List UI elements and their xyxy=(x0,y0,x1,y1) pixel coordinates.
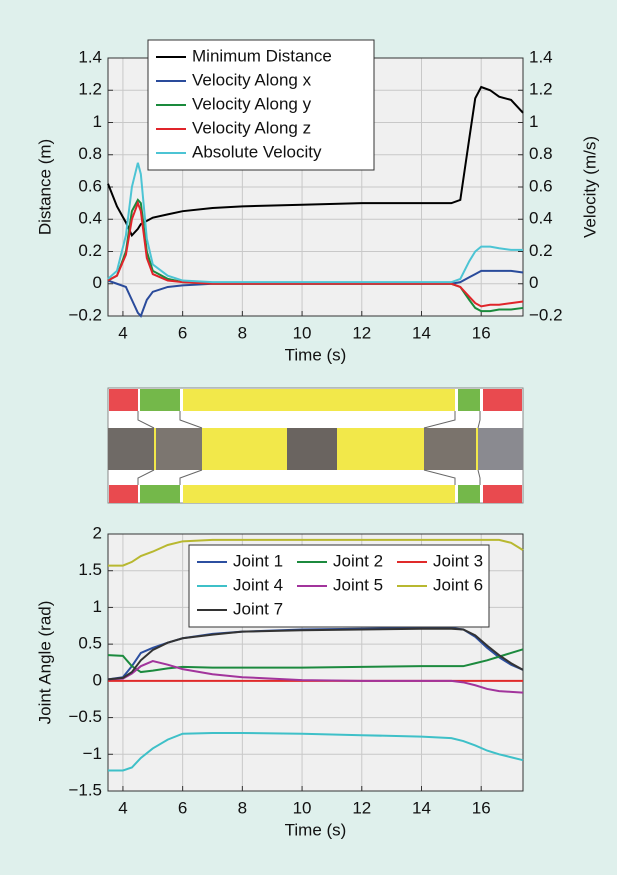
y2-tick-label: 1.2 xyxy=(529,80,553,99)
x-tick-label: 4 xyxy=(118,323,127,342)
x-tick-label: 12 xyxy=(352,798,371,817)
y2-tick-label: 0.2 xyxy=(529,241,553,260)
y-tick-label: −0.2 xyxy=(68,305,102,324)
y-tick-label: 0.5 xyxy=(78,634,102,653)
legend-label: Joint 1 xyxy=(233,551,283,570)
legend-label: Joint 7 xyxy=(233,599,283,618)
x-axis-label: Time (s) xyxy=(285,820,347,839)
y-tick-label: 0 xyxy=(93,273,102,292)
x-tick-label: 14 xyxy=(412,798,431,817)
y-tick-label: 1.5 xyxy=(78,560,102,579)
phase-block xyxy=(109,389,138,411)
video-frame xyxy=(424,428,476,470)
legend-label: Absolute Velocity xyxy=(192,142,322,161)
y-tick-label: 0 xyxy=(93,670,102,689)
legend-label: Velocity Along y xyxy=(192,94,312,113)
y-tick-label: 0.4 xyxy=(78,209,102,228)
video-frame xyxy=(478,428,523,470)
y-tick-label: 1 xyxy=(93,597,102,616)
y-tick-label: 0.2 xyxy=(78,241,102,260)
y-tick-label: 0.6 xyxy=(78,176,102,195)
y2-tick-label: 0.4 xyxy=(529,209,553,228)
video-frame xyxy=(108,428,154,470)
x-tick-label: 10 xyxy=(293,798,312,817)
series-line xyxy=(107,659,524,694)
series-line xyxy=(107,200,524,308)
series-line xyxy=(107,85,524,238)
legend-label: Joint 3 xyxy=(433,551,483,570)
y-tick-label: −0.5 xyxy=(68,707,102,726)
legend-label: Joint 4 xyxy=(233,575,283,594)
x-tick-label: 8 xyxy=(238,798,247,817)
legend-label: Velocity Along x xyxy=(192,70,312,89)
y-tick-label: 2 xyxy=(93,523,102,542)
x-tick-label: 8 xyxy=(238,323,247,342)
y2-tick-label: 0.8 xyxy=(529,144,553,163)
phase-block xyxy=(458,485,480,503)
phase-block xyxy=(183,389,455,411)
x-tick-label: 14 xyxy=(412,323,431,342)
y2-tick-label: 0 xyxy=(529,273,538,292)
y2-tick-label: 1.4 xyxy=(529,47,553,66)
phase-block xyxy=(483,389,522,411)
legend-label: Minimum Distance xyxy=(192,46,332,65)
y-tick-label: 0.8 xyxy=(78,144,102,163)
y-axis-label: Joint Angle (rad) xyxy=(35,601,54,725)
x-axis-label: Time (s) xyxy=(285,345,347,364)
series-line xyxy=(108,731,524,772)
legend-box xyxy=(188,544,490,628)
y-tick-label: 1 xyxy=(93,112,102,131)
y2-axis-label: Velocity (m/s) xyxy=(580,136,599,238)
y-tick-label: 1.4 xyxy=(78,47,102,66)
x-tick-label: 16 xyxy=(472,323,491,342)
x-tick-label: 10 xyxy=(293,323,312,342)
plot-frame xyxy=(107,533,524,792)
video-frame xyxy=(287,428,337,470)
x-tick-label: 6 xyxy=(178,323,187,342)
y-tick-label: −1.5 xyxy=(68,780,102,799)
phase-block xyxy=(140,485,180,503)
legend-label: Joint 6 xyxy=(433,575,483,594)
legend-label: Joint 2 xyxy=(333,551,383,570)
video-frame xyxy=(156,428,202,470)
x-tick-label: 4 xyxy=(118,798,127,817)
y-tick-label: −1 xyxy=(83,744,102,763)
legend-label: Velocity Along z xyxy=(192,118,311,137)
x-tick-label: 12 xyxy=(352,323,371,342)
series-line xyxy=(107,648,524,674)
y2-tick-label: 1 xyxy=(529,112,538,131)
legend-label: Joint 5 xyxy=(333,575,383,594)
series-line xyxy=(107,627,524,681)
y2-tick-label: 0.6 xyxy=(529,176,553,195)
series-line xyxy=(108,538,524,567)
x-tick-label: 16 xyxy=(472,798,491,817)
y-axis-label: Distance (m) xyxy=(35,139,54,235)
connector xyxy=(137,411,481,485)
phase-block xyxy=(140,389,180,411)
phase-block xyxy=(458,389,480,411)
y2-tick-label: −0.2 xyxy=(529,305,563,324)
x-tick-label: 6 xyxy=(178,798,187,817)
film-strip xyxy=(107,387,524,504)
phase-block xyxy=(183,485,455,503)
series-line xyxy=(107,162,523,284)
phase-block xyxy=(109,485,138,503)
phase-block xyxy=(483,485,522,503)
y-tick-label: 1.2 xyxy=(78,80,102,99)
